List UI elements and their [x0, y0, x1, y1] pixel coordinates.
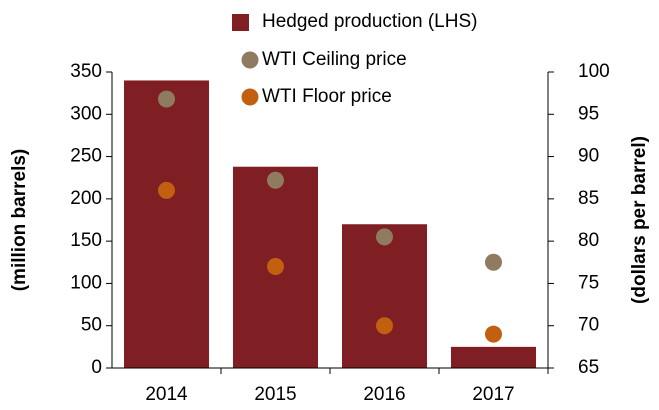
y2-axis-label: (dollars per barrel) — [629, 136, 650, 304]
y-tick-label: 250 — [70, 146, 102, 167]
bar — [450, 346, 537, 368]
point — [376, 228, 393, 246]
bar — [341, 224, 428, 368]
y2-tick-label: 85 — [578, 188, 599, 209]
y2-tick-label: 100 — [578, 61, 610, 82]
legend-marker — [241, 51, 259, 69]
y-axis-label: (million barrels) — [9, 149, 30, 292]
legend-label: WTI Floor price — [262, 86, 392, 107]
x-tick-label: 2016 — [363, 384, 405, 405]
y-tick-label: 200 — [70, 188, 102, 209]
y-tick-label: 300 — [70, 103, 102, 124]
y2-tick-label: 80 — [578, 230, 599, 251]
y-tick-label: 0 — [91, 357, 102, 378]
point — [158, 181, 175, 199]
y2-tick-label: 90 — [578, 146, 599, 167]
x-tick-label: 2014 — [145, 384, 188, 405]
bar — [123, 80, 210, 368]
y2-tick-label: 70 — [578, 315, 599, 336]
y2-tick-label: 75 — [578, 272, 599, 293]
y-tick-label: 150 — [70, 230, 102, 251]
y2-tick-label: 95 — [578, 103, 599, 124]
legend-label: Hedged production (LHS) — [262, 11, 477, 32]
y-tick-label: 50 — [81, 315, 102, 336]
point — [267, 171, 284, 189]
legend-marker — [241, 88, 259, 106]
point — [485, 253, 502, 271]
point — [376, 317, 393, 335]
y-tick-label: 100 — [70, 272, 102, 293]
point — [485, 325, 502, 343]
point — [267, 258, 284, 276]
legend-label: WTI Ceiling price — [262, 49, 407, 70]
x-tick-label: 2017 — [472, 384, 514, 405]
legend-swatch — [232, 14, 249, 31]
point — [158, 90, 175, 108]
y-tick-label: 350 — [70, 61, 102, 82]
y2-tick-label: 65 — [578, 357, 599, 378]
x-tick-label: 2015 — [254, 384, 296, 405]
